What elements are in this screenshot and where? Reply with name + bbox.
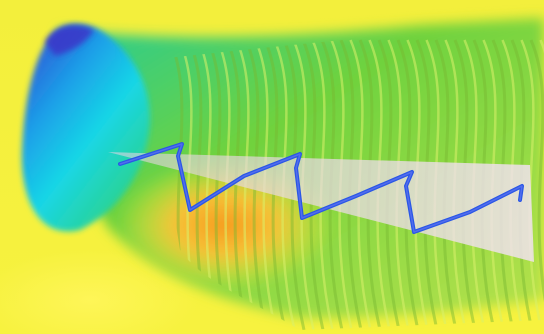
blue-peak-tip bbox=[45, 25, 94, 56]
ridge-line bbox=[501, 39, 524, 330]
ridge-line bbox=[472, 39, 496, 330]
ridge-line bbox=[453, 39, 477, 330]
ridge-line bbox=[444, 39, 467, 330]
ridge-line bbox=[482, 39, 505, 330]
ridge-line bbox=[529, 39, 544, 330]
ridge-line bbox=[463, 39, 486, 330]
wave-line-highlight bbox=[119, 143, 523, 233]
slice-plane bbox=[108, 152, 534, 262]
ridge-line bbox=[491, 39, 515, 330]
ridge-line bbox=[510, 39, 534, 330]
blue-peak bbox=[21, 24, 150, 232]
ridge-line bbox=[520, 39, 543, 330]
